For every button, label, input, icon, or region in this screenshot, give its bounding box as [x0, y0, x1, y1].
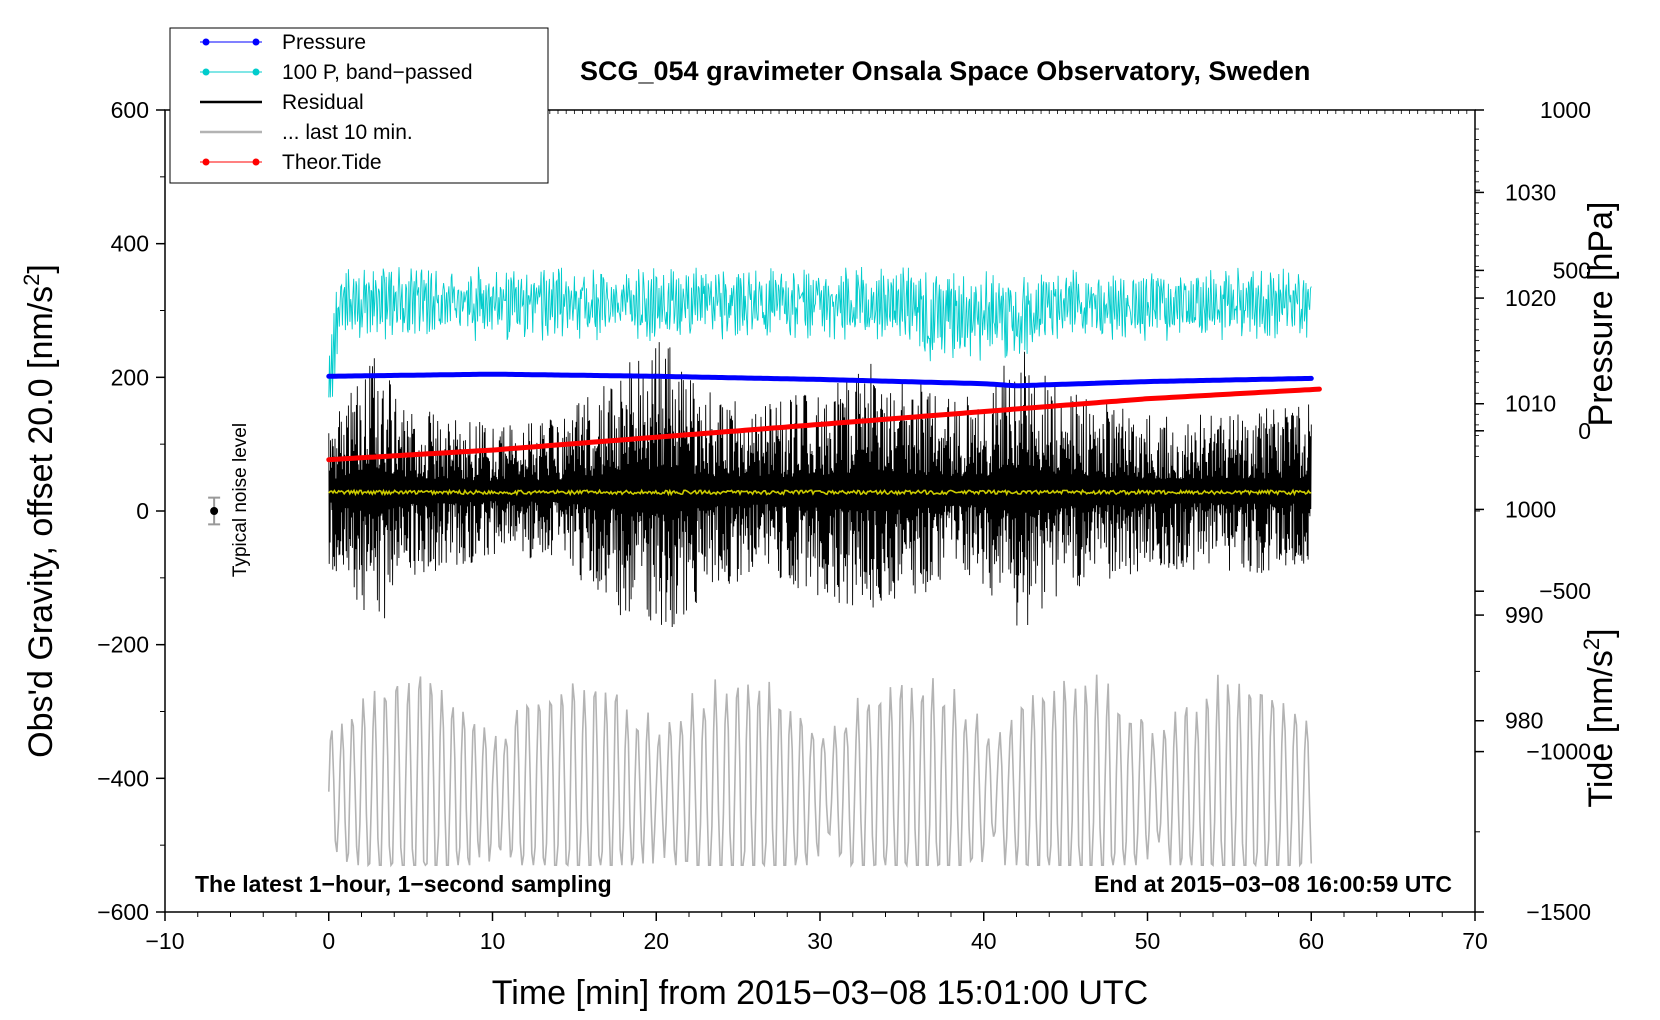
legend-marker — [252, 38, 260, 46]
series-theoretical-tide — [326, 386, 1322, 463]
legend-marker — [202, 68, 210, 76]
y-pressure-tick-label: 980 — [1505, 708, 1543, 734]
series-layer — [326, 266, 1322, 868]
legend-marker — [202, 158, 210, 166]
legend-label: ... last 10 min. — [282, 121, 413, 144]
annotation-right: End at 2015−03−08 16:00:59 UTC — [1094, 871, 1452, 897]
y-tide-tick-label: 1000 — [1540, 97, 1591, 123]
y-left-tick-label: 200 — [111, 364, 149, 390]
y-tide-tick-label: −500 — [1539, 578, 1591, 604]
legend-label: Pressure — [282, 31, 366, 54]
y-left-tick-label: 400 — [111, 231, 149, 257]
y-axis-label-pressure: Pressure [hPa] — [1582, 202, 1620, 427]
legend-label: 100 P, band−passed — [282, 61, 473, 84]
y-axis-label-left: Obs'd Gravity, offset 20.0 [nm/s2] — [19, 264, 60, 758]
legend-marker — [252, 158, 260, 166]
x-tick-label: 20 — [643, 928, 669, 954]
y-axis-label-left-main: Obs'd Gravity, offset 20.0 [nm/s — [22, 286, 60, 758]
y-left-tick-label: −400 — [97, 765, 149, 791]
x-tick-label: 0 — [322, 928, 335, 954]
y-axis-label-tide-sup: 2 — [1579, 638, 1604, 650]
y-tide-tick-label: 0 — [1578, 418, 1591, 444]
y-pressure-tick-label: 1010 — [1505, 391, 1556, 417]
noise-marker — [210, 507, 219, 515]
x-tick-label: 40 — [971, 928, 997, 954]
legend-label: Theor.Tide — [282, 151, 382, 174]
y-axis-label-tide-close: ] — [1582, 628, 1620, 637]
series-smoothed-residual — [328, 488, 1312, 497]
legend: Pressure 100 P, band−passed Residual ... la… — [169, 27, 549, 184]
y-pressure-tick-label: 1030 — [1505, 179, 1556, 205]
series-pressure — [326, 371, 1314, 389]
chart-title: SCG_054 gravimeter Onsala Space Observat… — [580, 56, 1310, 86]
y-pressure-tick-label: 1000 — [1505, 496, 1556, 522]
noise-indicator: Typical noise level — [208, 423, 251, 577]
series-residual — [328, 342, 1312, 628]
legend-box — [169, 27, 549, 184]
y-left-tick-label: 0 — [136, 498, 149, 524]
y-axis-label-left-sup: 2 — [19, 274, 44, 286]
y-tide-tick-label: 500 — [1553, 257, 1591, 283]
noise-label: Typical noise level — [230, 423, 251, 577]
legend-marker — [202, 38, 210, 46]
series-last-10-min — [328, 674, 1313, 868]
y-tide-tick-label: −1500 — [1526, 899, 1591, 925]
y-axis-label-tide: Tide [nm/s2] — [1579, 628, 1620, 807]
x-tick-label: 30 — [807, 928, 833, 954]
y-axis-label-tide-main: Tide [nm/s — [1582, 650, 1620, 807]
y-axis-label-left-close: ] — [22, 264, 60, 273]
legend-marker — [252, 68, 260, 76]
x-tick-label: 60 — [1298, 928, 1324, 954]
y-pressure-tick-label: 1020 — [1505, 285, 1556, 311]
x-tick-label: −10 — [145, 928, 184, 954]
y-left-tick-label: −600 — [97, 899, 149, 925]
legend-label: Residual — [282, 91, 364, 114]
y-left-tick-label: −200 — [97, 632, 149, 658]
x-tick-label: 50 — [1135, 928, 1161, 954]
y-left-tick-label: 600 — [111, 97, 149, 123]
y-pressure-tick-label: 990 — [1505, 602, 1543, 628]
series-band-passed-pressure — [328, 266, 1312, 398]
annotation-left: The latest 1−hour, 1−second sampling — [195, 871, 612, 897]
y-tide-tick-label: −1000 — [1526, 739, 1591, 765]
x-tick-label: 70 — [1462, 928, 1488, 954]
x-axis-label: Time [min] from 2015−03−08 15:01:00 UTC — [492, 974, 1148, 1012]
x-tick-label: 10 — [480, 928, 506, 954]
ticks-layer: −10 0 10 20 30 40 50 60 706004002000−200−400−600… — [97, 97, 1591, 954]
